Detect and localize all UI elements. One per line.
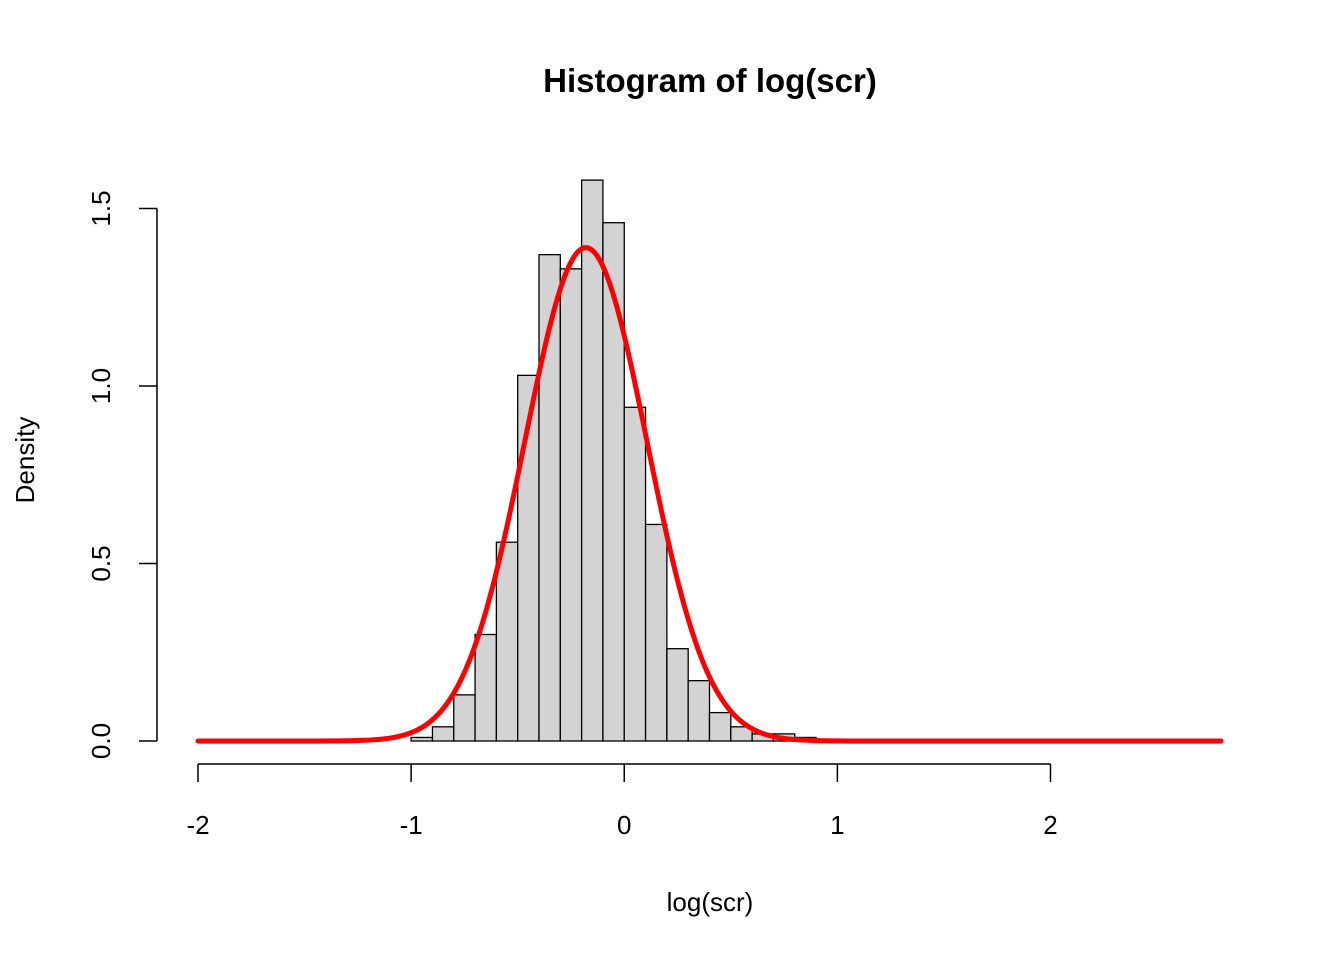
chart-title: Histogram of log(scr) (543, 62, 877, 99)
histogram-bar (708, 711, 732, 742)
histogram-bars (410, 179, 817, 742)
x-axis: -2 -1 0 1 2 (186, 763, 1058, 840)
y-axis-label: Density (10, 417, 40, 504)
y-axis: 0.0 0.5 1.0 1.5 (86, 190, 158, 759)
x-tick-label: -2 (186, 810, 209, 840)
x-axis-label: log(scr) (667, 887, 754, 917)
histogram-bar (623, 406, 647, 742)
density-curve-group (195, 245, 1224, 744)
x-tick-label: 0 (617, 810, 631, 840)
histogram-bar (474, 633, 498, 742)
y-tick-label: 0.0 (86, 723, 116, 759)
y-tick-label: 1.5 (86, 190, 116, 226)
histogram-bar (644, 523, 668, 742)
histogram-bar (687, 680, 711, 742)
histogram-bar (453, 694, 476, 742)
y-tick-label: 1.0 (86, 368, 116, 404)
histogram-bar (495, 541, 519, 742)
histogram-bar (559, 268, 583, 742)
histogram-bar (431, 726, 455, 742)
x-tick-label: 1 (830, 810, 844, 840)
y-tick-label: 0.5 (86, 545, 116, 581)
density-curve (195, 245, 1224, 744)
histogram-bar (666, 648, 689, 742)
x-tick-label: 2 (1043, 810, 1057, 840)
histogram-bar (410, 736, 434, 742)
x-tick-label: -1 (400, 810, 423, 840)
